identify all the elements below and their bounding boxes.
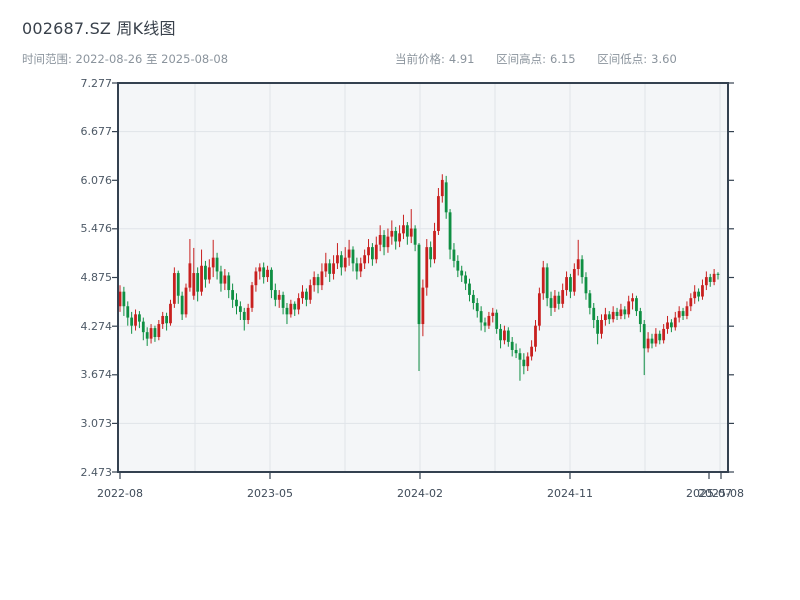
y-tick-label: 3.073 [80,416,113,430]
date-range-label: 时间范围: 2022-08-26 至 2025-08-08 [22,52,229,66]
x-tick-label: 2024-02 [397,487,443,500]
y-tick-label: 4.875 [80,271,113,284]
y-tick-label: 6.076 [80,173,113,187]
stat-current-price: 当前价格: 4.91 [395,52,475,66]
y-tick-label: 4.274 [80,319,113,333]
stat-range-low: 区间低点: 3.60 [597,52,677,66]
y-tick-label: 3.674 [80,368,113,382]
candlestick-plot [112,82,734,479]
y-tick-label: 5.476 [80,222,113,236]
page-title: 002687.SZ 周K线图 [22,19,176,38]
x-tick-label: 2025-08 [698,487,744,500]
stat-range-high: 区间高点: 6.15 [496,52,576,66]
x-tick-label: 2023-05 [247,487,293,500]
x-tick-label: 2022-08 [97,487,143,500]
y-tick-label: 6.677 [80,125,113,139]
x-tick-label: 2024-11 [547,487,593,500]
y-tick-label: 7.277 [80,76,113,90]
y-tick-label: 2.473 [80,465,113,479]
x-tick-label: 2025-07 [686,487,732,500]
price-stats: 当前价格: 4.91 区间高点: 6.15 区间低点: 3.60 [395,51,695,67]
